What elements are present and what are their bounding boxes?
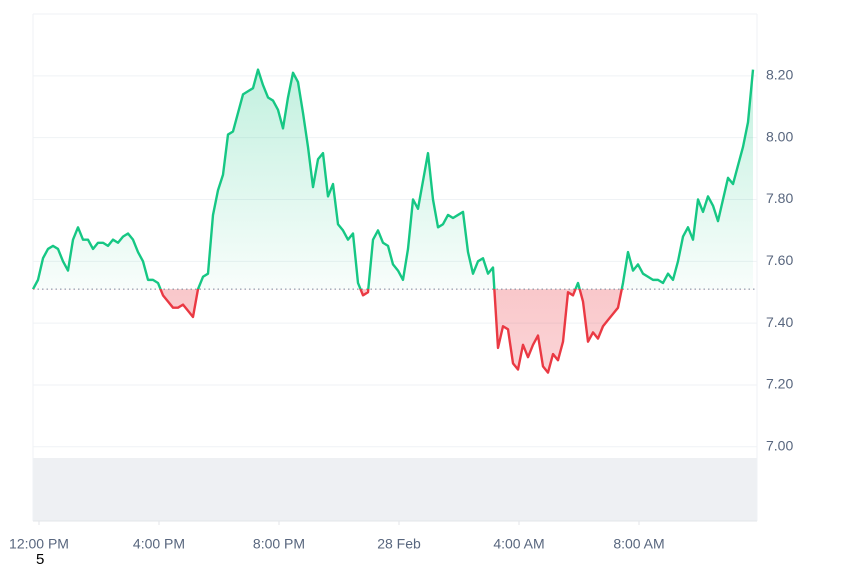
y-tick-label: 7.40 <box>766 314 793 330</box>
x-tick-label: 4:00 PM <box>133 536 185 552</box>
y-tick-label: 7.20 <box>766 376 793 392</box>
price-line <box>31 68 755 374</box>
area <box>33 69 753 373</box>
x-tick-label: 8:00 PM <box>253 536 305 552</box>
y-tick-label: 7.00 <box>766 438 793 454</box>
footnote: 5 <box>36 551 44 567</box>
x-tick-label: 8:00 AM <box>613 536 664 552</box>
x-tick-label: 4:00 AM <box>493 536 544 552</box>
y-tick-label: 8.00 <box>766 128 793 144</box>
y-tick-label: 7.80 <box>766 190 793 206</box>
x-tick-label: 28 Feb <box>377 536 421 552</box>
y-tick-label: 8.20 <box>766 67 793 83</box>
y-tick-label: 7.60 <box>766 252 793 268</box>
volume-band <box>33 458 757 521</box>
x-tick-label: 12:00 PM <box>9 536 69 552</box>
